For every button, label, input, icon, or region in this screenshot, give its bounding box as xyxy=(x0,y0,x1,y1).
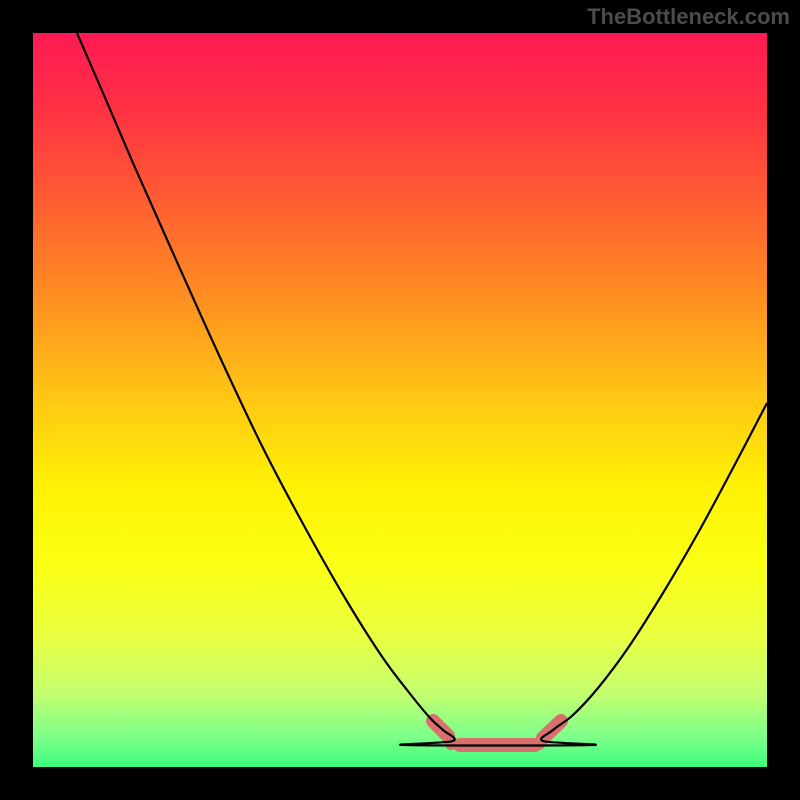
chart-container: TheBottleneck.com xyxy=(0,0,800,800)
plot-svg xyxy=(33,33,767,767)
gradient-background xyxy=(33,33,767,767)
highlight-dot xyxy=(533,738,545,750)
watermark-text: TheBottleneck.com xyxy=(587,4,790,30)
plot-area xyxy=(33,33,767,767)
